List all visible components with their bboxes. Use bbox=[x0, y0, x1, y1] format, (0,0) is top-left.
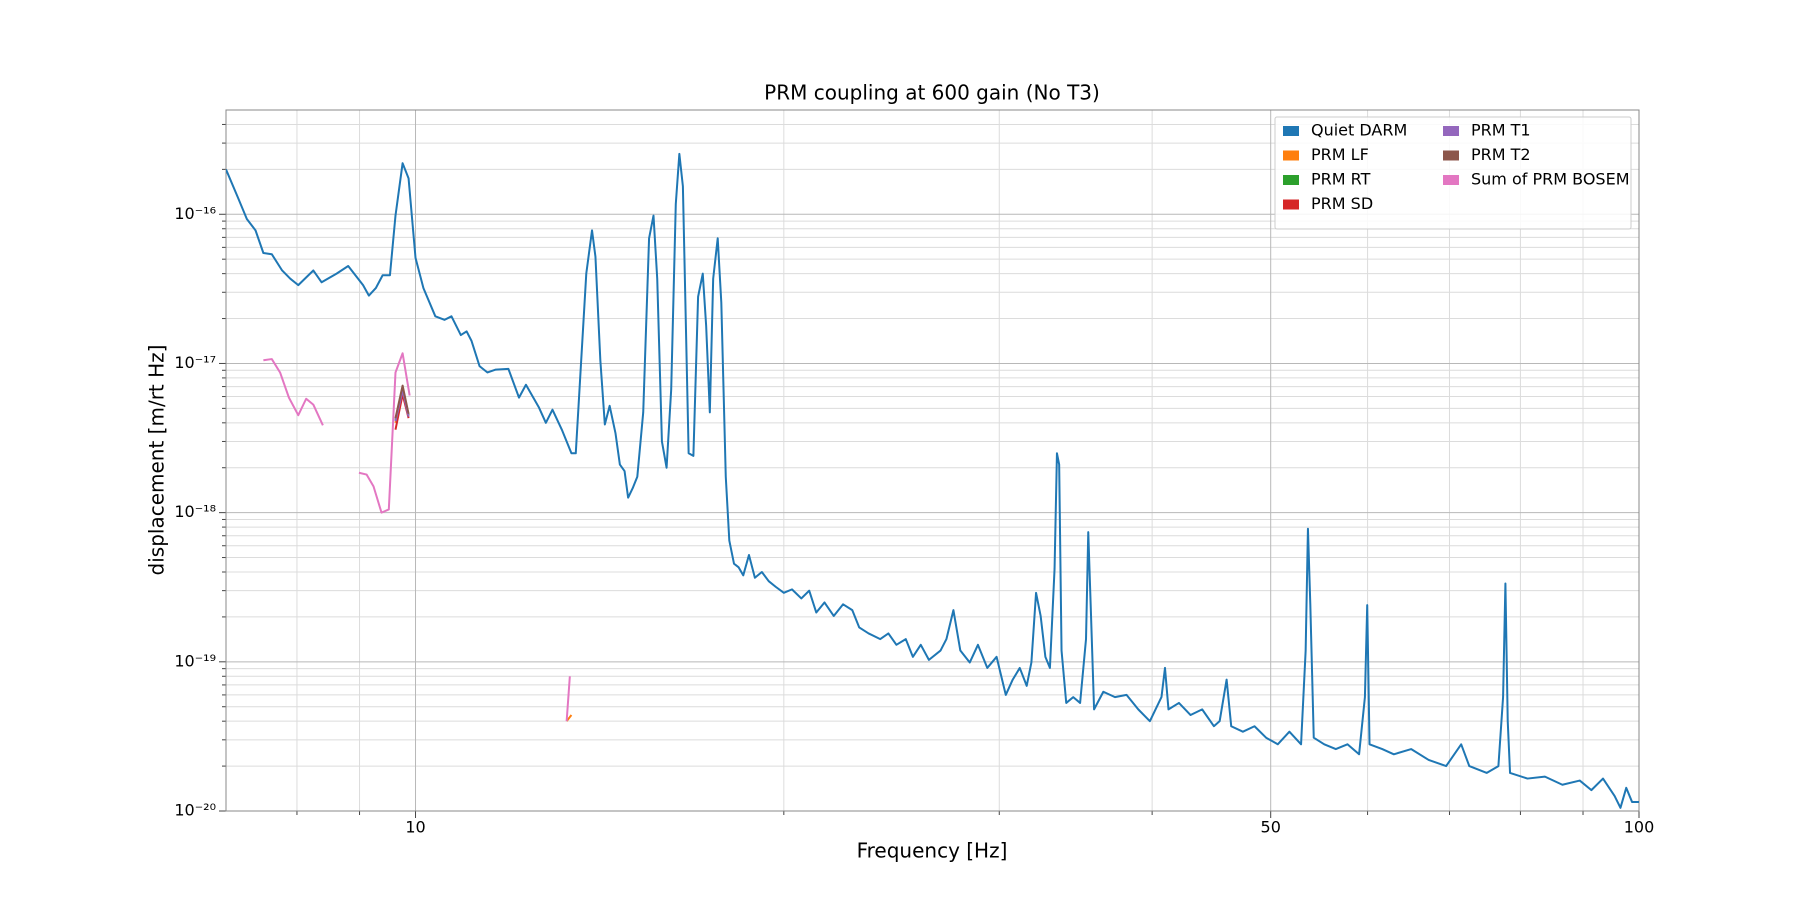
chart-title: PRM coupling at 600 gain (No T3) bbox=[764, 81, 1100, 105]
legend-swatch bbox=[1283, 199, 1299, 210]
y-tick-label: 10⁻¹⁶ bbox=[174, 204, 216, 223]
legend-box bbox=[1274, 116, 1632, 230]
legend-label: Quiet DARM bbox=[1311, 121, 1407, 140]
legend-label: Sum of PRM BOSEM bbox=[1471, 170, 1630, 189]
plot-frame bbox=[225, 109, 1640, 812]
series-line bbox=[394, 390, 573, 722]
y-tick-label: 10⁻¹⁷ bbox=[174, 353, 216, 372]
legend-label: PRM RT bbox=[1311, 170, 1371, 189]
y-tick-label: 10⁻²⁰ bbox=[174, 801, 216, 820]
y-tick-label: 10⁻¹⁹ bbox=[174, 651, 216, 670]
x-tick-label: 100 bbox=[1624, 818, 1655, 837]
series-line bbox=[226, 152, 1639, 809]
x-axis-label: Frequency [Hz] bbox=[857, 839, 1008, 863]
y-axis-label: displacement [m/rt Hz] bbox=[145, 345, 169, 576]
series-line bbox=[263, 352, 571, 722]
legend-swatch bbox=[1283, 175, 1299, 185]
legend-label: PRM T1 bbox=[1471, 121, 1531, 140]
legend-swatch bbox=[1443, 126, 1459, 136]
legend-swatch bbox=[1443, 175, 1459, 185]
y-tick-label: 10⁻¹⁸ bbox=[174, 502, 216, 521]
legend-label: PRM LF bbox=[1311, 145, 1369, 164]
legend-swatch bbox=[1283, 126, 1299, 136]
series-line bbox=[394, 384, 410, 419]
legend-swatch bbox=[1283, 150, 1299, 161]
legend-swatch bbox=[1443, 150, 1459, 161]
x-tick-label: 10 bbox=[405, 818, 425, 837]
legend-label: PRM T2 bbox=[1471, 145, 1531, 164]
legend-label: PRM SD bbox=[1311, 194, 1373, 213]
x-tick-label: 50 bbox=[1261, 818, 1281, 837]
